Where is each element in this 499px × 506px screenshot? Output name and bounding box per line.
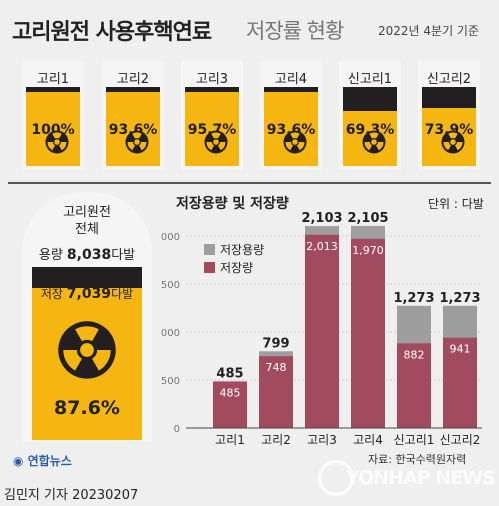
chart-title: 저장용량 및 저장량 — [176, 196, 289, 212]
watermark: YONHAP NEWS — [346, 467, 496, 489]
radiation-icon — [362, 130, 386, 154]
unit-card: 고리4 93.6% — [260, 61, 322, 170]
unit-tank: 73.9% — [422, 87, 476, 166]
unit-name: 고리4 — [274, 72, 308, 87]
radiation-icon — [204, 130, 228, 154]
total-storage-prefix: 저장 — [40, 287, 63, 301]
storage-value-label: 941 — [450, 343, 471, 356]
unit-tank: 100% — [26, 87, 80, 166]
storage-bar — [213, 381, 247, 428]
unit-card: 신고리1 69.3% — [339, 61, 401, 170]
legend-label: 저장량 — [220, 261, 253, 275]
total-tank-empty — [32, 267, 142, 288]
storage-value-label: 485 — [220, 386, 241, 399]
unit-tank-empty — [26, 87, 80, 92]
unit-tank: 95.7% — [185, 87, 239, 166]
capacity-value-label: 1,273 — [439, 291, 480, 306]
unit-name: 신고리1 — [347, 72, 393, 87]
unit-card: 고리3 95.7% — [181, 61, 243, 170]
capacity-value-label: 799 — [262, 336, 289, 351]
radiation-icon — [125, 130, 149, 154]
total-capacity-prefix: 용량 — [38, 248, 63, 263]
capacity-value-label: 2,103 — [301, 212, 342, 226]
radiation-icon — [441, 130, 465, 154]
y-tick-label: 500 — [161, 376, 180, 387]
legend-swatch — [204, 262, 215, 273]
radiation-icon — [283, 130, 307, 154]
storage-bar — [305, 234, 339, 428]
y-tick-label: 2,000 — [160, 232, 180, 243]
unit-tank-empty — [264, 87, 318, 92]
unit-name: 고리2 — [116, 72, 150, 87]
watermark-circle — [318, 460, 354, 496]
unit-tank: 69.3% — [343, 87, 397, 166]
divider — [8, 182, 491, 184]
legend-label: 저장용량 — [220, 243, 264, 257]
storage-value-label: 1,970 — [352, 244, 384, 257]
x-tick-label: 신고리2 — [440, 433, 481, 447]
credit-label: 김민지 기자 20230207 — [4, 488, 139, 503]
x-tick-label: 고리2 — [261, 433, 291, 447]
unit-card: 신고리2 73.9% — [418, 61, 480, 170]
total-capacity-value: 8,038 — [66, 247, 112, 263]
y-tick-label: 1,000 — [160, 328, 180, 339]
total-storage-value: 7,039 — [66, 286, 112, 302]
unit-name: 고리3 — [195, 72, 229, 87]
page-title: 고리원전 사용후핵연료 — [12, 20, 212, 45]
unit-tank-empty — [343, 87, 397, 111]
total-storage: 저장 7,039다발 — [32, 285, 142, 302]
storage-value-label: 2,013 — [306, 240, 338, 253]
legend-swatch — [204, 244, 215, 255]
storage-value-label: 882 — [404, 348, 425, 361]
unit-tank: 93.6% — [264, 87, 318, 166]
total-capacity-unit: 다발 — [111, 248, 136, 263]
unit-card: 고리1 100% — [22, 61, 84, 170]
total-rate: 87.6% — [54, 397, 120, 419]
x-tick-label: 고리4 — [353, 433, 383, 447]
total-storage-unit: 다발 — [111, 287, 134, 301]
unit-tank-empty — [422, 87, 476, 108]
yonhap-logo-text: 연합뉴스 — [27, 454, 72, 468]
total-label-line2: 전체 — [75, 222, 99, 237]
x-tick-label: 고리1 — [215, 433, 245, 447]
y-tick-label: 1,500 — [160, 280, 180, 291]
radiation-icon — [58, 321, 116, 379]
chart-unit: 단위 : 다발 — [428, 197, 484, 211]
x-tick-label: 신고리1 — [394, 433, 435, 447]
unit-name: 신고리2 — [426, 72, 472, 87]
total-label: 고리원전 전체 — [22, 204, 152, 238]
period-label: 2022년 4분기 기준 — [378, 24, 480, 38]
unit-tank: 93.6% — [106, 87, 160, 166]
unit-card: 고리2 93.6% — [102, 61, 164, 170]
storage-bar — [259, 356, 293, 428]
total-capacity: 용량 8,038다발 — [22, 244, 152, 263]
storage-bar — [397, 343, 431, 428]
x-tick-label: 고리3 — [307, 433, 337, 447]
page-subtitle: 저장률 현황 — [246, 19, 344, 43]
storage-bar — [443, 337, 477, 428]
y-tick-label: 0 — [174, 424, 180, 435]
unit-tank-empty — [185, 87, 239, 92]
storage-value-label: 748 — [266, 361, 287, 374]
storage-bar — [351, 238, 385, 428]
unit-name: 고리1 — [36, 72, 70, 87]
radiation-icon — [45, 130, 69, 154]
capacity-value-label: 485 — [216, 366, 243, 381]
bar-chart: 0 500 1,000 1,500 2,000 485 485 고리1 799 748 고리2 2,1… — [160, 212, 482, 447]
capacity-value-label: 2,105 — [347, 212, 388, 226]
capacity-value-label: 1,273 — [393, 291, 434, 306]
yonhap-logo: ◉ 연합뉴스 — [13, 454, 72, 468]
unit-tank-empty — [106, 87, 160, 92]
total-label-line1: 고리원전 — [63, 205, 111, 220]
source-label: 자료: 한국수력원자력 — [368, 453, 467, 466]
